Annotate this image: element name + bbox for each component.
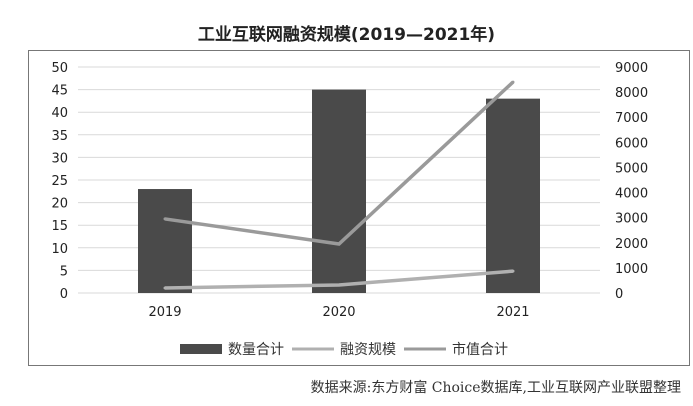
y-left-tick-label: 20 bbox=[51, 197, 68, 212]
line-point bbox=[163, 286, 167, 290]
y-right-tick-label: 2000 bbox=[615, 237, 648, 252]
y-left-tick-label: 45 bbox=[51, 84, 68, 99]
y-left-tick-label: 25 bbox=[51, 174, 68, 189]
y-right-tick-label: 6000 bbox=[615, 136, 648, 151]
y-right-tick-label: 4000 bbox=[615, 187, 648, 202]
y-left-tick-label: 15 bbox=[51, 219, 68, 234]
line-point bbox=[511, 269, 515, 273]
x-tick-label: 2021 bbox=[496, 305, 529, 320]
bar-2020 bbox=[312, 89, 366, 293]
line-point bbox=[163, 217, 167, 221]
chart-title: 工业互联网融资规模(2019—2021年) bbox=[197, 25, 496, 45]
y-right-tick-label: 3000 bbox=[615, 212, 648, 227]
legend-swatch-bar bbox=[180, 344, 222, 354]
y-right-tick-label: 0 bbox=[615, 287, 623, 302]
y-right-tick-label: 1000 bbox=[615, 262, 648, 277]
y-right-tick-label: 8000 bbox=[615, 86, 648, 101]
y-left-tick-label: 35 bbox=[51, 129, 68, 144]
y-left-tick-label: 5 bbox=[60, 264, 68, 279]
bar-2019 bbox=[138, 189, 192, 293]
chart-frame bbox=[28, 50, 690, 366]
x-tick-label: 2020 bbox=[322, 305, 355, 320]
line-point bbox=[511, 80, 515, 84]
x-tick-label: 2019 bbox=[148, 305, 181, 320]
line-point bbox=[337, 283, 341, 287]
y-left-tick-label: 40 bbox=[51, 106, 68, 121]
y-left-tick-label: 10 bbox=[51, 242, 68, 257]
y-left-tick-label: 50 bbox=[51, 61, 68, 76]
legend-label: 市值合计 bbox=[452, 341, 508, 358]
line-point bbox=[337, 242, 341, 246]
bar-2021 bbox=[486, 98, 540, 293]
source-note: 数据来源:东方财富 Choice数据库,工业互联网产业联盟整理 bbox=[310, 380, 681, 396]
y-right-tick-label: 9000 bbox=[615, 61, 648, 76]
y-right-tick-label: 5000 bbox=[615, 161, 648, 176]
legend-label: 融资规模 bbox=[340, 342, 396, 358]
y-right-tick-label: 7000 bbox=[615, 111, 648, 126]
y-left-tick-label: 0 bbox=[60, 287, 68, 302]
legend-label: 数量合计 bbox=[228, 342, 284, 358]
y-left-tick-label: 30 bbox=[51, 151, 68, 166]
